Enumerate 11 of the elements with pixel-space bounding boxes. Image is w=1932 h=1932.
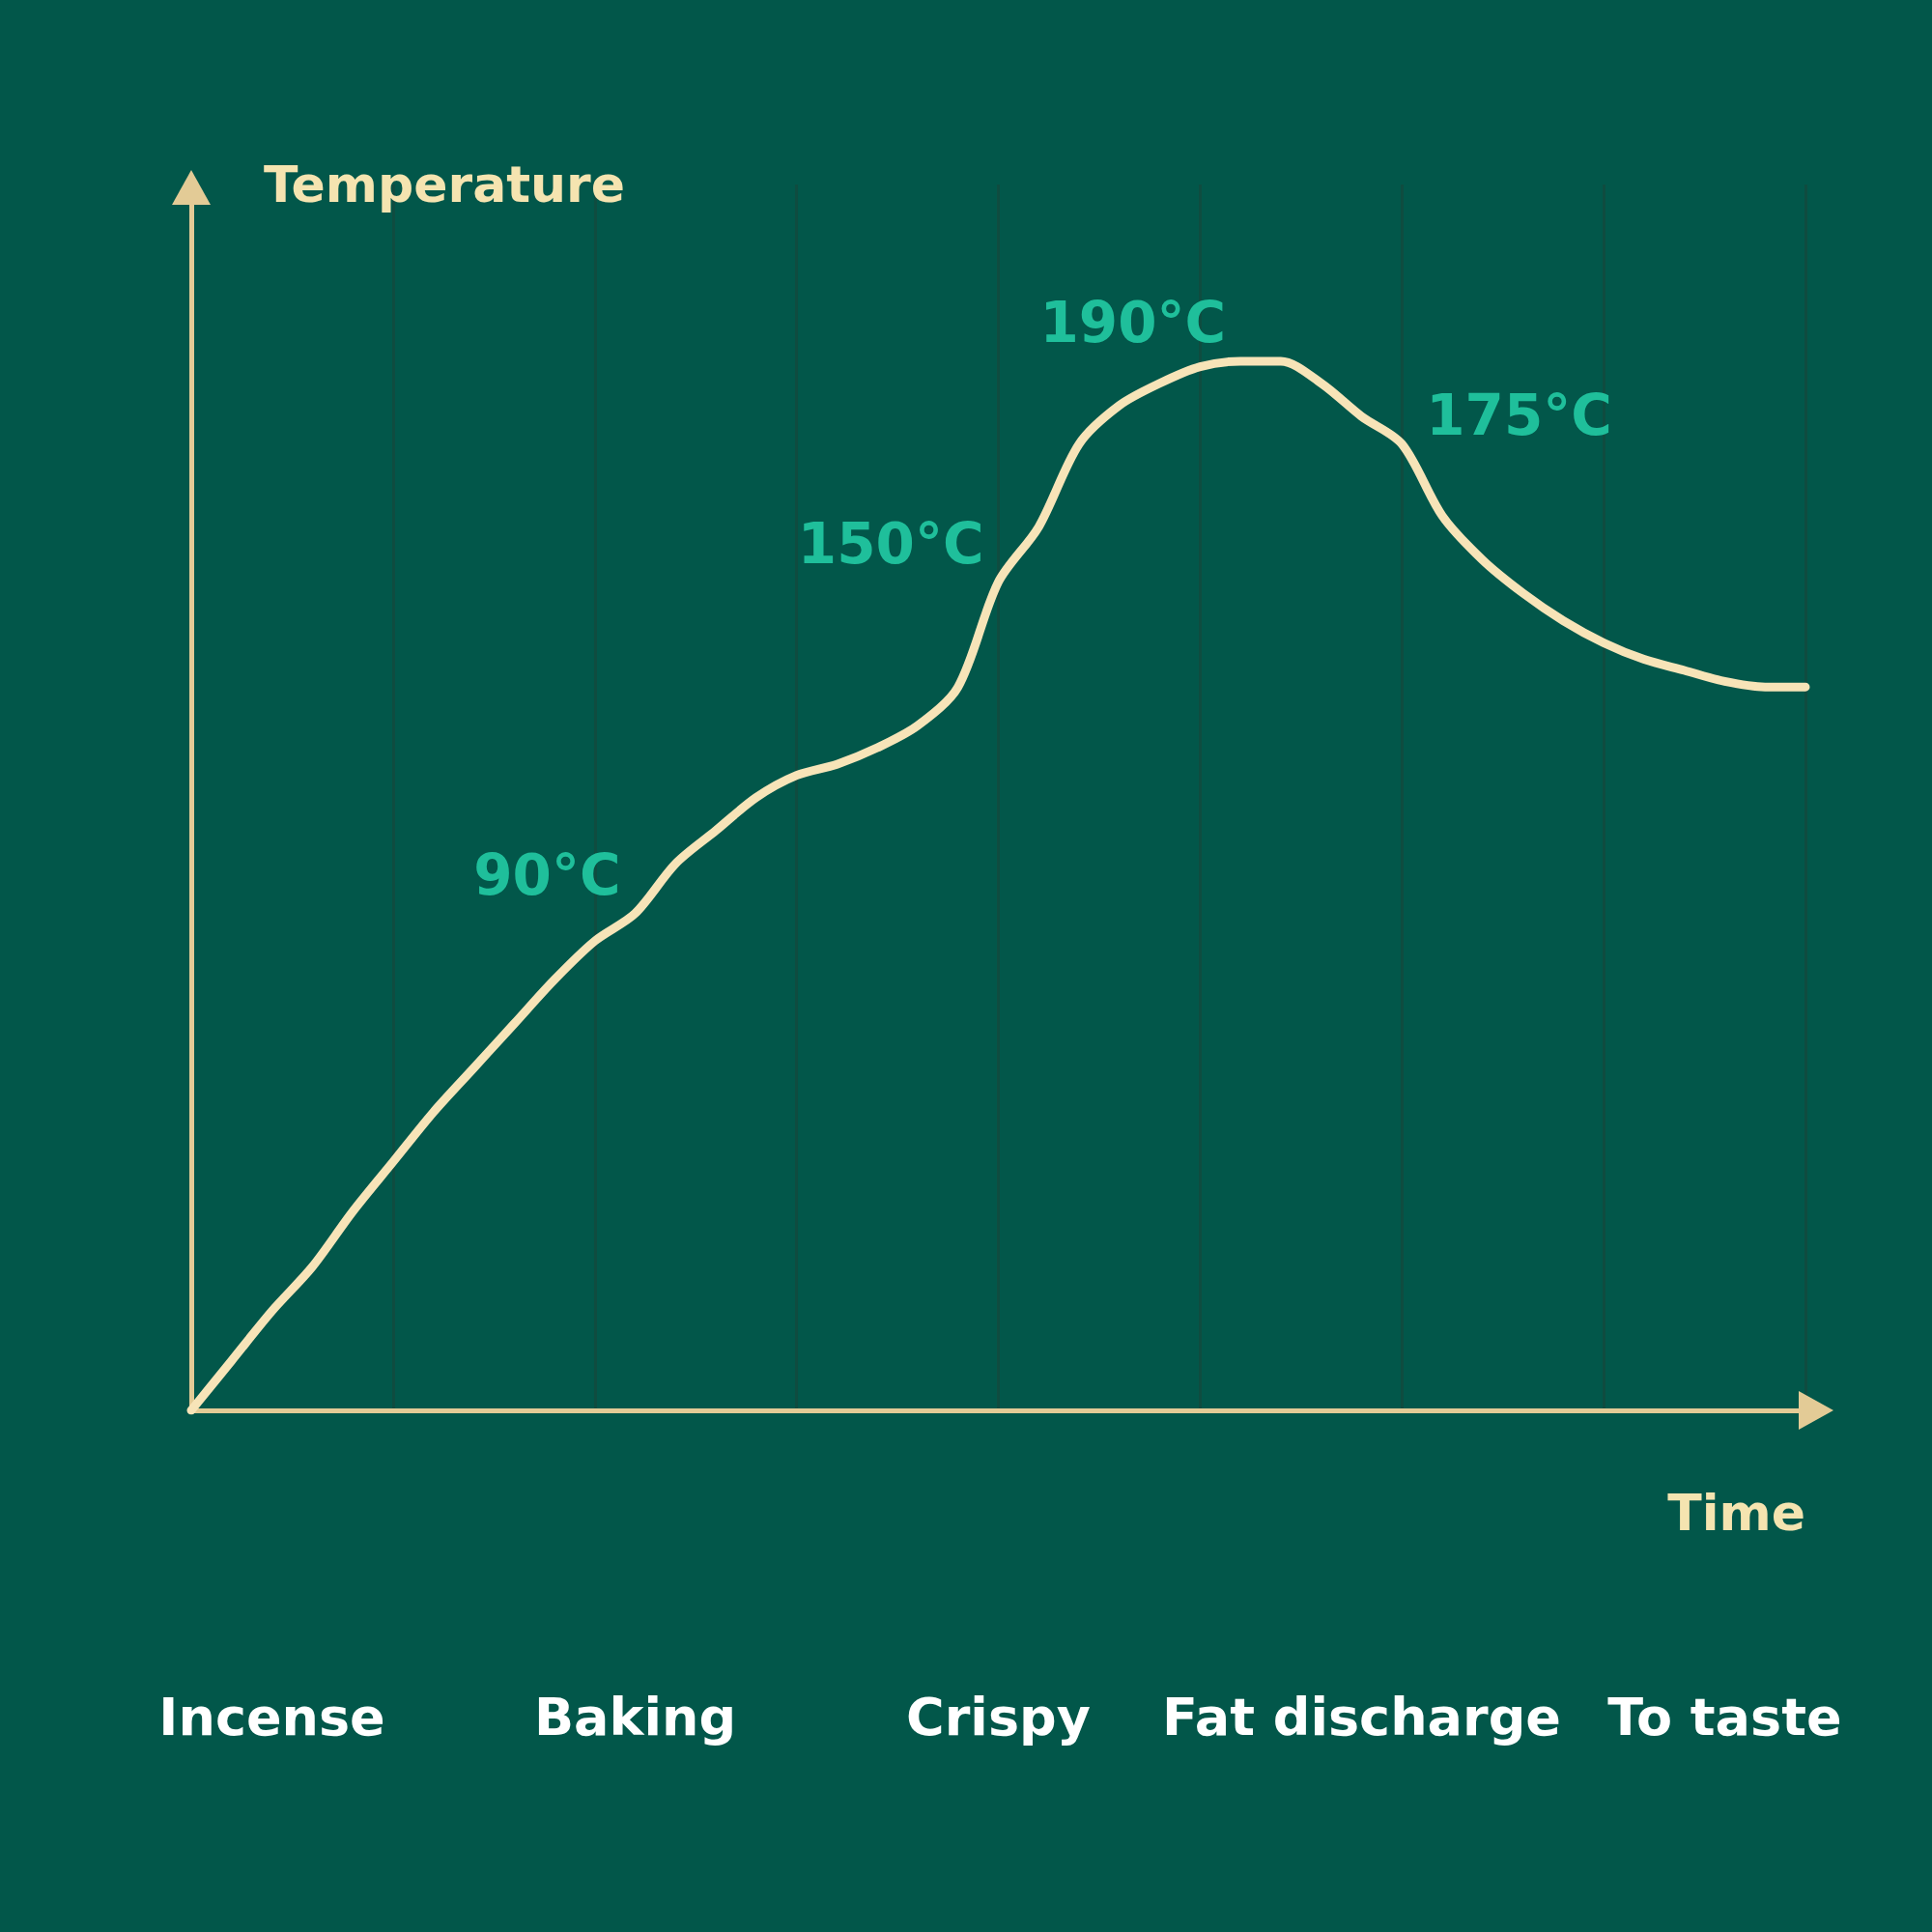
y-axis-title: Temperature: [264, 156, 626, 213]
x-tick-label: To taste: [1607, 1686, 1842, 1747]
data-label: 175°C: [1426, 382, 1612, 448]
x-tick-label: Incense: [158, 1686, 385, 1747]
data-label: 90°C: [473, 841, 621, 908]
x-tick-label: Crispy: [906, 1686, 1091, 1747]
x-tick-label: Baking: [533, 1686, 737, 1747]
data-label: 190°C: [1039, 289, 1227, 355]
x-axis-title: Time: [1667, 1484, 1805, 1542]
x-tick-label: Fat discharge: [1162, 1686, 1561, 1747]
data-label: 150°C: [797, 510, 984, 577]
